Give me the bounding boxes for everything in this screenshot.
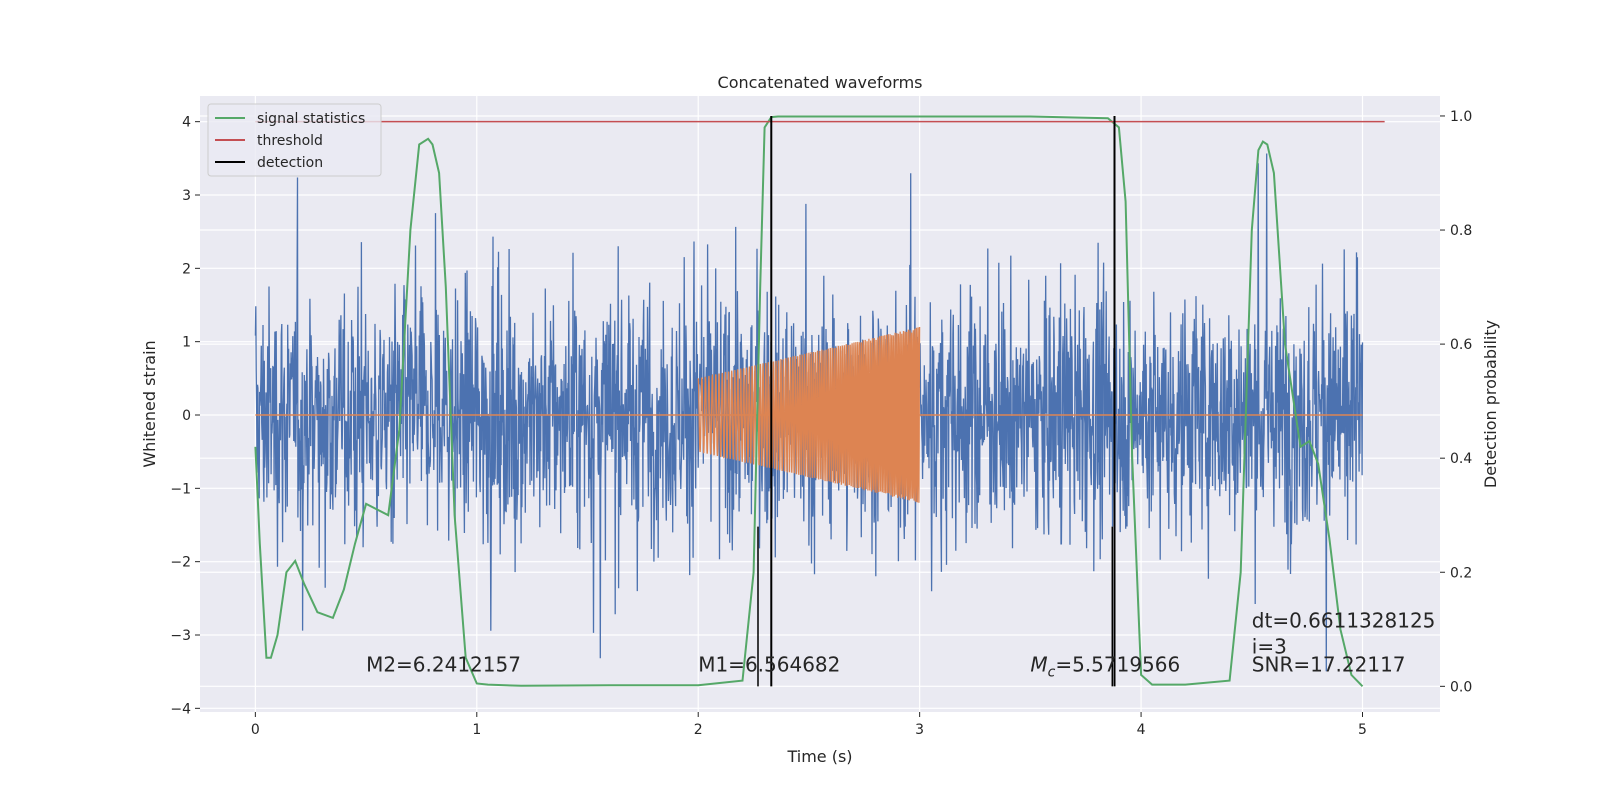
annotations: M2=6.2412157 M1=6.564682 Mc=5.5719566 dt=0.… bbox=[366, 609, 1435, 681]
legend-label-signal-statistics: signal statistics bbox=[257, 111, 365, 127]
y2-tick-label: 1.0 bbox=[1450, 109, 1472, 125]
signal-statistics-line bbox=[254, 115, 1364, 687]
series-layer bbox=[254, 115, 1385, 687]
y-tick-label: −3 bbox=[170, 628, 191, 644]
chirp-series-line bbox=[697, 326, 921, 503]
y2-tick-label: 0.0 bbox=[1450, 679, 1472, 695]
x-tick-label: 5 bbox=[1358, 722, 1367, 738]
x-axis-label: Time (s) bbox=[786, 747, 852, 766]
x-tick-label: 3 bbox=[915, 722, 924, 738]
y-tick-label: 2 bbox=[182, 261, 191, 277]
y-tick-label: 1 bbox=[182, 335, 191, 351]
noise-series-line bbox=[254, 153, 1364, 672]
annotation-text: SNR=17.22117 bbox=[1252, 653, 1406, 677]
chart-title: Concatenated waveforms bbox=[718, 73, 923, 92]
y-tick-label: −4 bbox=[170, 701, 191, 717]
y-tick-label: 3 bbox=[182, 188, 191, 204]
annotation-text: i=3 bbox=[1252, 634, 1287, 658]
y-tick-label: −1 bbox=[170, 481, 191, 497]
legend-label-detection: detection bbox=[257, 155, 323, 171]
legend: signal statistics threshold detection bbox=[207, 103, 382, 177]
annotation-text: Mc=5.5719566 bbox=[1030, 653, 1180, 681]
legend-box bbox=[207, 103, 382, 177]
x-tick-label: 1 bbox=[472, 722, 481, 738]
x-tick-label: 4 bbox=[1137, 722, 1146, 738]
annotation-text: M1=6.564682 bbox=[698, 653, 840, 677]
x-tick-label: 2 bbox=[694, 722, 703, 738]
y-tick-label: 4 bbox=[182, 115, 191, 131]
x-tick-label: 0 bbox=[251, 722, 260, 738]
y2-tick-label: 0.8 bbox=[1450, 223, 1472, 239]
y2-tick-label: 0.4 bbox=[1450, 451, 1472, 467]
y-tick-label: −2 bbox=[170, 555, 191, 571]
y-tick-label: 0 bbox=[182, 408, 191, 424]
y-axis-label: Whitened strain bbox=[140, 340, 159, 467]
y2-axis-label: Detection probability bbox=[1481, 320, 1500, 488]
y2-tick-label: 0.6 bbox=[1450, 337, 1472, 353]
legend-label-threshold: threshold bbox=[257, 133, 323, 149]
y2-tick-label: 0.2 bbox=[1450, 565, 1472, 581]
axes: 0 1 2 3 4 5 −4 −3 −2 −1 0 1 2 3 4 0.0 0.2 0.4 0.6 0.8 1.0 bbox=[170, 109, 1472, 738]
annotation-text: dt=0.6611328125 bbox=[1252, 609, 1436, 633]
annotation-text: M2=6.2412157 bbox=[366, 653, 521, 677]
